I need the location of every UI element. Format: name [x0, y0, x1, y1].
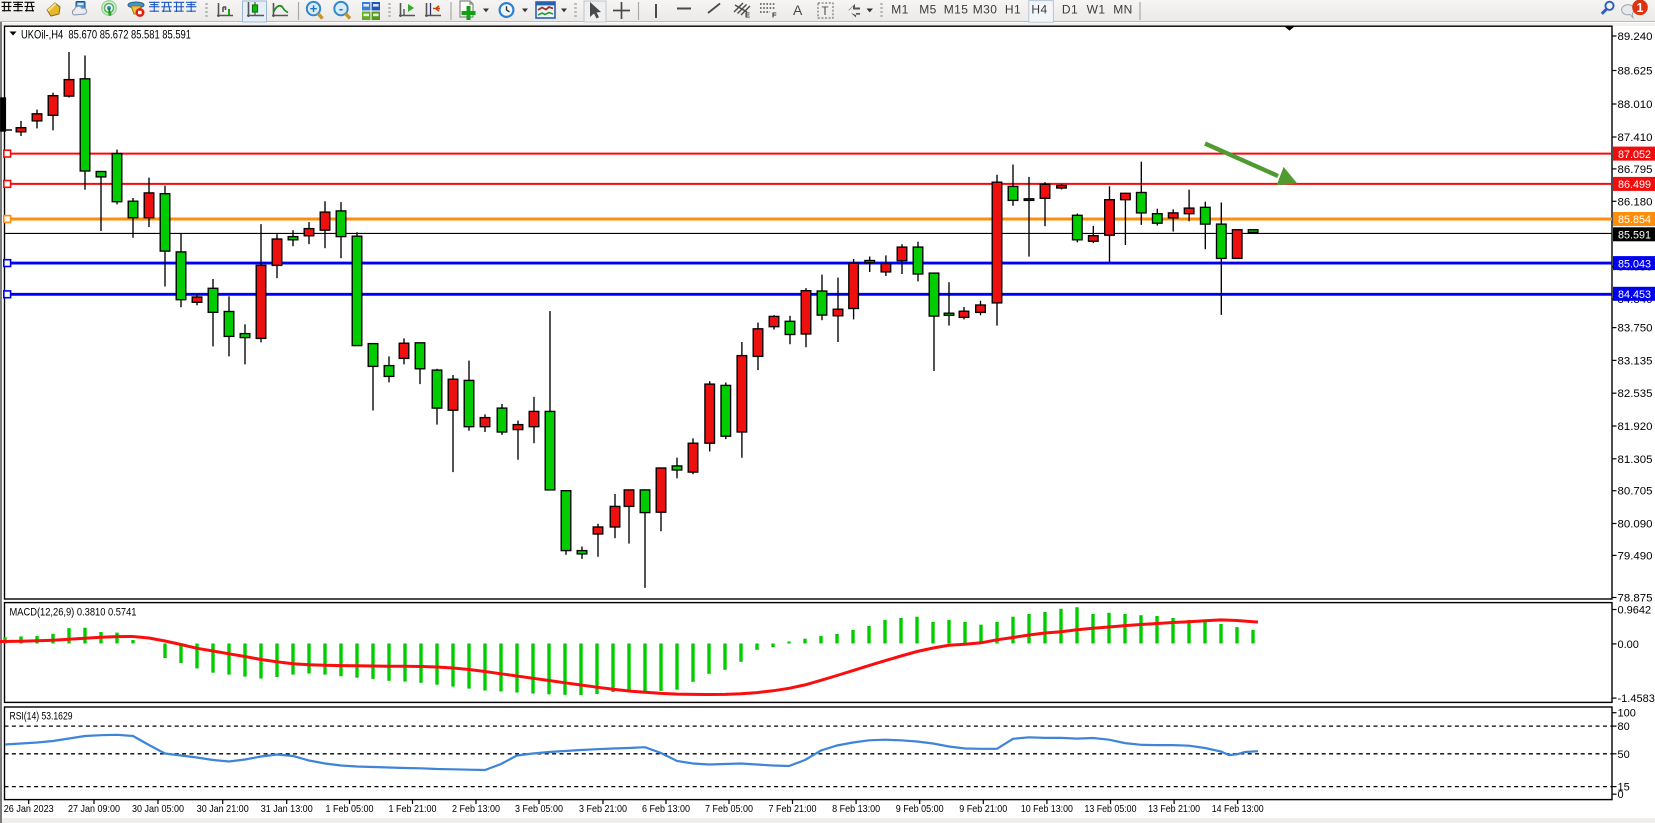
svg-text:7 Feb 05:00: 7 Feb 05:00 [705, 803, 753, 815]
svg-text:31 Jan 13:00: 31 Jan 13:00 [261, 803, 313, 815]
svg-text:50: 50 [1618, 749, 1630, 761]
svg-text:10 Feb 13:00: 10 Feb 13:00 [1021, 803, 1073, 815]
svg-text:15: 15 [1618, 782, 1630, 794]
svg-text:86.795: 86.795 [1618, 164, 1653, 176]
svg-text:8 Feb 13:00: 8 Feb 13:00 [832, 803, 880, 815]
svg-text:13 Feb 21:00: 13 Feb 21:00 [1148, 803, 1200, 815]
svg-text:9 Feb 21:00: 9 Feb 21:00 [959, 803, 1007, 815]
svg-text:82.535: 82.535 [1618, 388, 1653, 400]
svg-text:2 Feb 13:00: 2 Feb 13:00 [452, 803, 500, 815]
svg-text:UKOil-,H4 85.670 85.672 85.58: UKOil-,H4 85.670 85.672 85.581 85.591 [21, 28, 191, 42]
svg-text:88.010: 88.010 [1618, 99, 1653, 111]
svg-text:80.705: 80.705 [1618, 486, 1653, 498]
svg-text:7 Feb 21:00: 7 Feb 21:00 [769, 803, 817, 815]
svg-text:M5: M5 [919, 3, 936, 17]
svg-text:T: T [822, 6, 829, 18]
svg-text:86.499: 86.499 [1618, 179, 1651, 191]
svg-text:87.410: 87.410 [1618, 132, 1653, 144]
svg-text:H1: H1 [1005, 3, 1021, 17]
svg-text:+: + [310, 1, 318, 16]
svg-text:30 Jan 05:00: 30 Jan 05:00 [132, 803, 184, 815]
svg-text:0: 0 [1618, 789, 1624, 801]
svg-text:0.9642: 0.9642 [1618, 605, 1652, 617]
svg-text:83.135: 83.135 [1618, 355, 1653, 367]
svg-text:H4: H4 [1031, 3, 1047, 17]
svg-text:9 Feb 05:00: 9 Feb 05:00 [896, 803, 944, 815]
svg-text:3 Feb 21:00: 3 Feb 21:00 [579, 803, 627, 815]
svg-text:85.854: 85.854 [1618, 214, 1651, 226]
svg-text:-1.4583: -1.4583 [1618, 693, 1655, 705]
svg-text:W1: W1 [1087, 3, 1106, 17]
svg-text:85.591: 85.591 [1618, 230, 1651, 242]
svg-text:1 Feb 05:00: 1 Feb 05:00 [326, 803, 374, 815]
svg-text:D1: D1 [1062, 3, 1078, 17]
svg-text:81.305: 81.305 [1618, 454, 1653, 466]
svg-text:80.090: 80.090 [1618, 519, 1653, 531]
svg-text:85.043: 85.043 [1618, 258, 1651, 270]
svg-text:87.052: 87.052 [1618, 149, 1651, 161]
svg-text:M1: M1 [891, 3, 908, 17]
svg-text:86.180: 86.180 [1618, 196, 1653, 208]
svg-text:13 Feb 05:00: 13 Feb 05:00 [1085, 803, 1137, 815]
svg-text:27 Jan 09:00: 27 Jan 09:00 [68, 803, 120, 815]
svg-text:81.920: 81.920 [1618, 421, 1653, 433]
svg-text:14 Feb 13:00: 14 Feb 13:00 [1212, 803, 1264, 815]
svg-text:MN: MN [1113, 3, 1132, 17]
svg-text:MACD(12,26,9) 0.3810 0.5741: MACD(12,26,9) 0.3810 0.5741 [10, 607, 137, 619]
svg-text:E: E [745, 11, 750, 20]
svg-text:1 Feb 21:00: 1 Feb 21:00 [389, 803, 437, 815]
svg-text:84.453: 84.453 [1618, 289, 1651, 301]
svg-text:89.240: 89.240 [1618, 31, 1653, 43]
svg-text:3 Feb 05:00: 3 Feb 05:00 [515, 803, 563, 815]
svg-text:26 Jan 2023: 26 Jan 2023 [4, 803, 54, 815]
svg-text:30 Jan 21:00: 30 Jan 21:00 [197, 803, 249, 815]
svg-text:88.625: 88.625 [1618, 66, 1653, 78]
svg-text:1: 1 [1637, 1, 1644, 15]
svg-text:M15: M15 [944, 3, 969, 17]
svg-text:100: 100 [1618, 708, 1636, 720]
svg-text:M30: M30 [973, 3, 998, 17]
svg-text:80: 80 [1618, 721, 1630, 733]
svg-text:79.490: 79.490 [1618, 550, 1653, 562]
svg-text:78.875: 78.875 [1618, 593, 1653, 605]
svg-text:-: - [339, 1, 343, 16]
svg-text:6 Feb 13:00: 6 Feb 13:00 [642, 803, 690, 815]
svg-text:0.00: 0.00 [1618, 639, 1639, 651]
svg-text:F: F [772, 11, 777, 20]
svg-text:RSI(14) 53.1629: RSI(14) 53.1629 [10, 711, 73, 723]
svg-text:83.750: 83.750 [1618, 323, 1653, 335]
svg-text:A: A [793, 2, 803, 18]
